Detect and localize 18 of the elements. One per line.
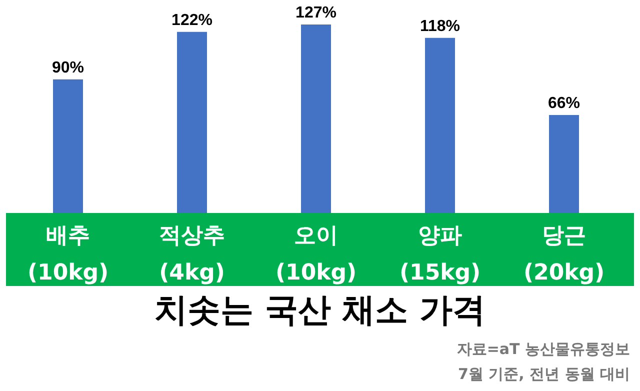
data-label: 66% [548, 95, 580, 112]
bar [53, 79, 83, 213]
data-label: 122% [172, 12, 212, 29]
data-label: 90% [52, 59, 84, 76]
data-label: 127% [296, 4, 336, 22]
x-tick-label: 배추 (10kg) [27, 224, 109, 286]
data-label: 118% [420, 18, 460, 35]
text: 자료=aT 농산물유통정보 [456, 340, 630, 359]
bar [425, 38, 455, 213]
bar [177, 32, 207, 213]
bar [301, 24, 331, 213]
x-tick-label: 적상추 (4kg) [159, 224, 225, 286]
x-tick-label: 당근 (20kg) [523, 224, 605, 286]
x-tick-label: 오이 (10kg) [275, 224, 357, 286]
bar [549, 115, 579, 213]
text: 7월 기준, 전년 동월 대비 [458, 365, 630, 384]
x-tick-label: 양파 (15kg) [399, 224, 481, 286]
text: 치솟는 국산 채소 가격 [153, 289, 487, 331]
